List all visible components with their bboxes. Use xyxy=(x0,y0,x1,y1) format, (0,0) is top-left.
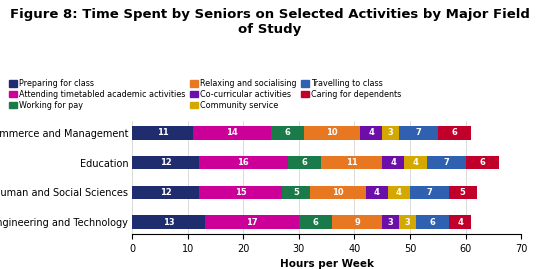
Bar xyxy=(399,215,416,229)
Text: 6: 6 xyxy=(429,218,435,227)
Text: 7: 7 xyxy=(415,128,421,137)
Text: 3: 3 xyxy=(404,218,410,227)
Bar xyxy=(310,186,366,199)
Text: 12: 12 xyxy=(160,158,172,167)
Text: 4: 4 xyxy=(396,188,402,197)
Bar xyxy=(332,215,382,229)
Text: 7: 7 xyxy=(443,158,449,167)
Text: 14: 14 xyxy=(226,128,238,137)
Text: 3: 3 xyxy=(388,218,394,227)
Bar xyxy=(404,156,427,169)
Text: 10: 10 xyxy=(327,128,338,137)
Bar xyxy=(205,215,299,229)
Bar xyxy=(416,215,449,229)
Text: 15: 15 xyxy=(235,188,246,197)
Bar xyxy=(399,126,438,140)
Text: 12: 12 xyxy=(160,188,172,197)
Text: 16: 16 xyxy=(238,158,249,167)
Text: 4: 4 xyxy=(368,128,374,137)
Text: 6: 6 xyxy=(313,218,319,227)
Text: 4: 4 xyxy=(374,188,380,197)
Text: Figure 8: Time Spent by Seniors on Selected Activities by Major Field
of Study: Figure 8: Time Spent by Seniors on Selec… xyxy=(10,8,530,36)
Text: 11: 11 xyxy=(346,158,357,167)
Bar xyxy=(199,186,282,199)
Bar xyxy=(366,186,388,199)
Text: 6: 6 xyxy=(451,128,457,137)
Text: 3: 3 xyxy=(388,128,394,137)
Text: 11: 11 xyxy=(157,128,168,137)
Bar xyxy=(321,156,382,169)
X-axis label: Hours per Week: Hours per Week xyxy=(280,259,374,269)
Bar xyxy=(305,126,360,140)
Text: 6: 6 xyxy=(301,158,307,167)
Text: 5: 5 xyxy=(460,188,465,197)
Text: 4: 4 xyxy=(390,158,396,167)
Bar xyxy=(299,215,332,229)
Bar xyxy=(132,215,205,229)
Bar xyxy=(449,186,477,199)
Bar xyxy=(132,156,199,169)
Bar xyxy=(410,186,449,199)
Text: 5: 5 xyxy=(293,188,299,197)
Text: 6: 6 xyxy=(480,158,485,167)
Bar xyxy=(382,126,399,140)
Bar xyxy=(360,126,382,140)
Bar xyxy=(271,126,305,140)
Text: 4: 4 xyxy=(413,158,418,167)
Bar xyxy=(132,126,193,140)
Legend: Preparing for class, Attending timetabled academic activities, Working for pay, : Preparing for class, Attending timetable… xyxy=(9,79,401,109)
Bar xyxy=(449,215,471,229)
Bar xyxy=(199,156,288,169)
Bar xyxy=(388,186,410,199)
Bar xyxy=(438,126,471,140)
Bar xyxy=(382,215,399,229)
Bar xyxy=(282,186,310,199)
Text: 13: 13 xyxy=(163,218,174,227)
Bar xyxy=(465,156,499,169)
Text: 17: 17 xyxy=(246,218,258,227)
Bar xyxy=(132,186,199,199)
Bar xyxy=(427,156,465,169)
Bar xyxy=(288,156,321,169)
Text: 10: 10 xyxy=(332,188,343,197)
Bar xyxy=(382,156,404,169)
Text: 6: 6 xyxy=(285,128,291,137)
Bar xyxy=(193,126,271,140)
Text: 7: 7 xyxy=(427,188,433,197)
Text: 4: 4 xyxy=(457,218,463,227)
Text: 9: 9 xyxy=(354,218,360,227)
